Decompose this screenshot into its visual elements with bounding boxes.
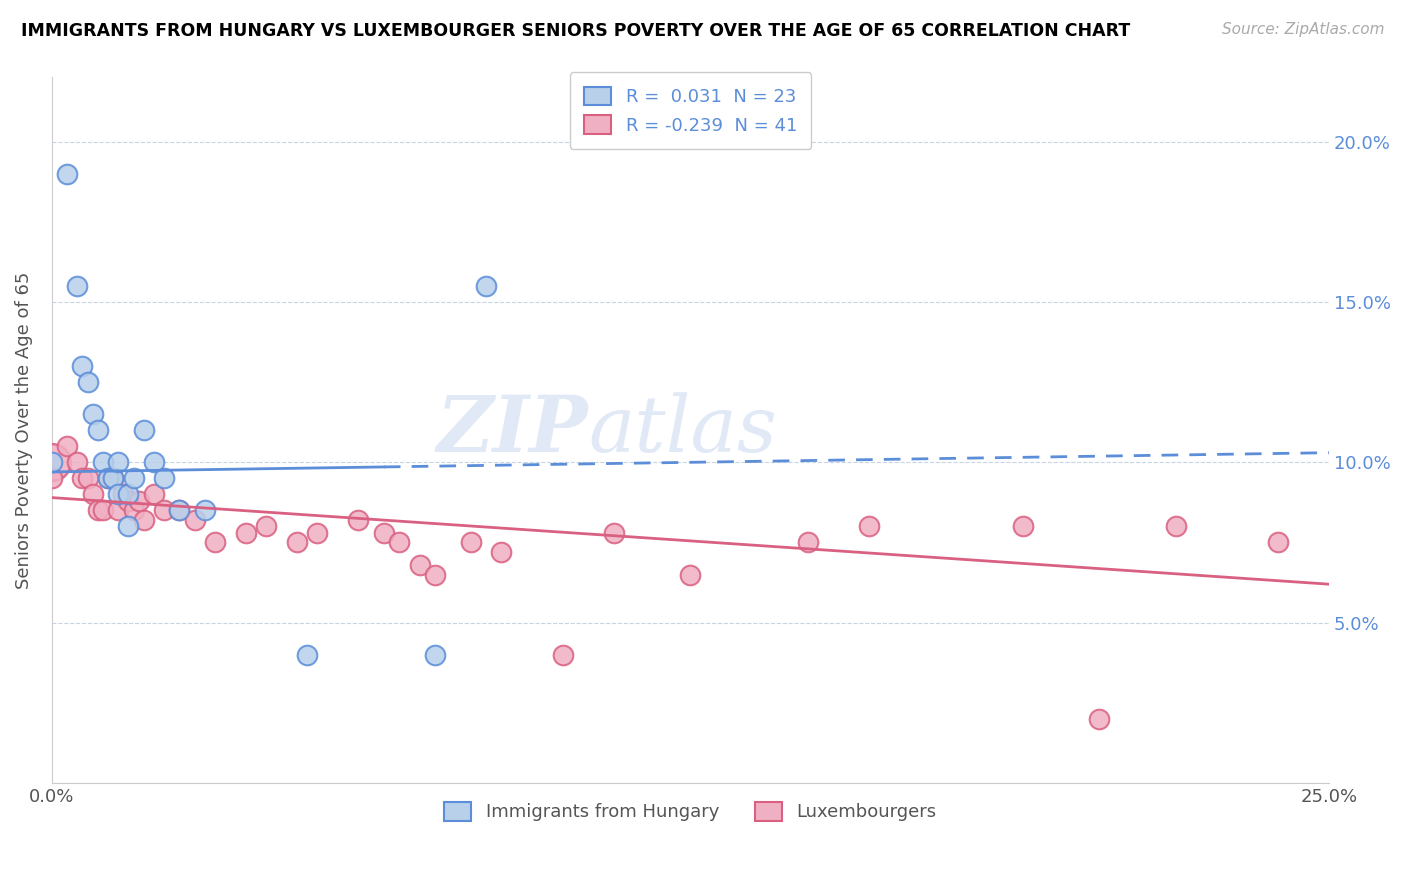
- Point: [122, 471, 145, 485]
- Point: [107, 503, 129, 517]
- Point: [1011, 519, 1033, 533]
- Point: [76, 375, 98, 389]
- Point: [97, 471, 120, 485]
- Point: [1088, 712, 1111, 726]
- Point: [66, 455, 89, 469]
- Point: [122, 503, 145, 517]
- Point: [56, 439, 79, 453]
- Point: [107, 455, 129, 469]
- Point: [603, 525, 626, 540]
- Point: [169, 503, 191, 517]
- Point: [373, 525, 395, 540]
- Point: [194, 503, 217, 517]
- Legend: Immigrants from Hungary, Luxembourgers: Immigrants from Hungary, Luxembourgers: [432, 789, 949, 834]
- Point: [169, 503, 191, 517]
- Point: [475, 279, 498, 293]
- Point: [142, 455, 165, 469]
- Point: [1164, 519, 1187, 533]
- Text: ZIP: ZIP: [437, 392, 588, 468]
- Point: [153, 471, 176, 485]
- Point: [408, 558, 430, 572]
- Point: [72, 359, 94, 373]
- Point: [101, 471, 124, 485]
- Text: IMMIGRANTS FROM HUNGARY VS LUXEMBOURGER SENIORS POVERTY OVER THE AGE OF 65 CORRE: IMMIGRANTS FROM HUNGARY VS LUXEMBOURGER …: [21, 22, 1130, 40]
- Point: [91, 503, 114, 517]
- Point: [460, 535, 482, 549]
- Y-axis label: Seniors Poverty Over the Age of 65: Seniors Poverty Over the Age of 65: [15, 271, 32, 589]
- Point: [66, 279, 89, 293]
- Point: [679, 567, 702, 582]
- Point: [153, 503, 176, 517]
- Point: [858, 519, 880, 533]
- Point: [128, 493, 150, 508]
- Point: [82, 487, 104, 501]
- Point: [285, 535, 308, 549]
- Point: [97, 471, 120, 485]
- Point: [41, 455, 63, 469]
- Point: [142, 487, 165, 501]
- Point: [87, 503, 110, 517]
- Text: atlas: atlas: [588, 392, 778, 468]
- Point: [254, 519, 277, 533]
- Point: [388, 535, 411, 549]
- Point: [423, 648, 446, 662]
- Point: [551, 648, 574, 662]
- Point: [91, 455, 114, 469]
- Point: [76, 471, 98, 485]
- Text: Source: ZipAtlas.com: Source: ZipAtlas.com: [1222, 22, 1385, 37]
- Point: [491, 545, 513, 559]
- Point: [56, 167, 79, 181]
- Point: [347, 513, 370, 527]
- Point: [72, 471, 94, 485]
- Point: [41, 455, 63, 469]
- Point: [117, 519, 139, 533]
- Point: [307, 525, 329, 540]
- Point: [117, 493, 139, 508]
- Point: [41, 471, 63, 485]
- Point: [1267, 535, 1289, 549]
- Point: [132, 423, 155, 437]
- Point: [82, 407, 104, 421]
- Point: [184, 513, 207, 527]
- Point: [204, 535, 226, 549]
- Point: [132, 513, 155, 527]
- Point: [297, 648, 319, 662]
- Point: [235, 525, 257, 540]
- Point: [423, 567, 446, 582]
- Point: [101, 471, 124, 485]
- Point: [107, 487, 129, 501]
- Point: [112, 487, 135, 501]
- Point: [797, 535, 820, 549]
- Point: [87, 423, 110, 437]
- Point: [117, 487, 139, 501]
